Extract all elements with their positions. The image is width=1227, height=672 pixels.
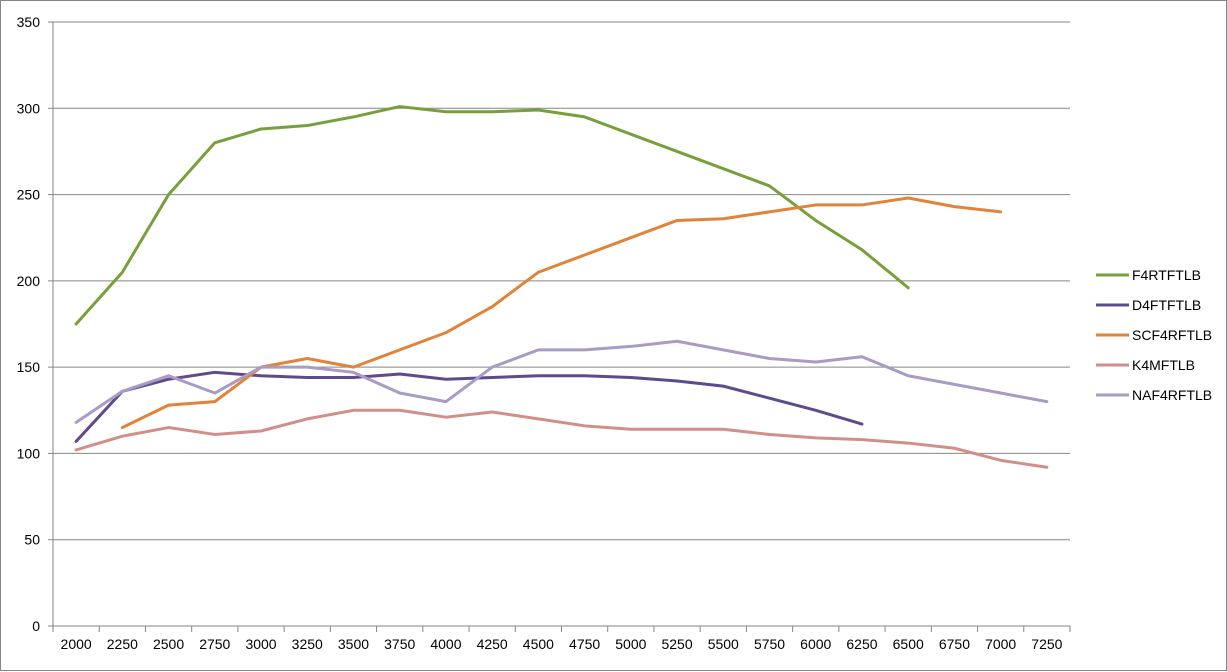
legend-label: NAF4RFTLB bbox=[1132, 387, 1212, 403]
y-tick-label: 100 bbox=[17, 445, 41, 461]
x-tick-label: 4500 bbox=[523, 636, 554, 652]
legend-label: D4FTFTLB bbox=[1132, 297, 1201, 313]
x-tick-label: 3000 bbox=[245, 636, 276, 652]
x-tick-label: 4750 bbox=[569, 636, 600, 652]
y-tick-label: 150 bbox=[17, 359, 41, 375]
x-tick-label: 5750 bbox=[754, 636, 785, 652]
x-tick-label: 3500 bbox=[338, 636, 369, 652]
x-tick-label: 5250 bbox=[661, 636, 692, 652]
series-lines bbox=[74, 105, 1049, 469]
x-tick-label: 6000 bbox=[800, 636, 831, 652]
x-tick-label: 3750 bbox=[384, 636, 415, 652]
series-line-d4ftftlb bbox=[74, 370, 864, 443]
x-tick-label: 4000 bbox=[430, 636, 461, 652]
axes: 0 50 100 150 200 250 300 350 2000 2250 2500 2750 300… bbox=[17, 14, 1071, 652]
x-tick-label: 6500 bbox=[893, 636, 924, 652]
series-line-k4mftlb bbox=[74, 408, 1049, 469]
y-tick-label: 0 bbox=[32, 618, 40, 634]
x-tick-label: 2500 bbox=[153, 636, 184, 652]
legend-label: SCF4RFTLB bbox=[1132, 327, 1212, 343]
y-tick-label: 200 bbox=[17, 273, 41, 289]
x-tick-label: 3250 bbox=[292, 636, 323, 652]
x-tick-label: 6250 bbox=[846, 636, 877, 652]
gridlines bbox=[53, 21, 1070, 541]
x-tick-label: 7250 bbox=[1031, 636, 1062, 652]
legend-label: K4MFTLB bbox=[1132, 357, 1195, 373]
y-tick-label: 250 bbox=[17, 187, 41, 203]
series-line-f4rtftlb bbox=[74, 105, 910, 326]
series-line-scf4rftlb bbox=[120, 196, 1003, 430]
x-tick-label: 4250 bbox=[477, 636, 508, 652]
y-tick-label: 350 bbox=[17, 14, 41, 30]
x-tick-label: 5000 bbox=[615, 636, 646, 652]
x-tick-label: 5500 bbox=[708, 636, 739, 652]
legend-label: F4RTFTLB bbox=[1132, 267, 1201, 283]
series-line-naf4rftlb bbox=[74, 339, 1049, 424]
x-tick-label: 2750 bbox=[199, 636, 230, 652]
x-tick-label: 7000 bbox=[985, 636, 1016, 652]
y-tick-label: 300 bbox=[17, 100, 41, 116]
legend: F4RTFTLB D4FTFTLB SCF4RFTLB K4MFTLB NAF4RFTL… bbox=[1096, 267, 1212, 403]
x-tick-label: 2250 bbox=[107, 636, 138, 652]
x-tick-label: 2000 bbox=[61, 636, 92, 652]
x-tick-label: 6750 bbox=[939, 636, 970, 652]
y-tick-label: 50 bbox=[24, 532, 40, 548]
